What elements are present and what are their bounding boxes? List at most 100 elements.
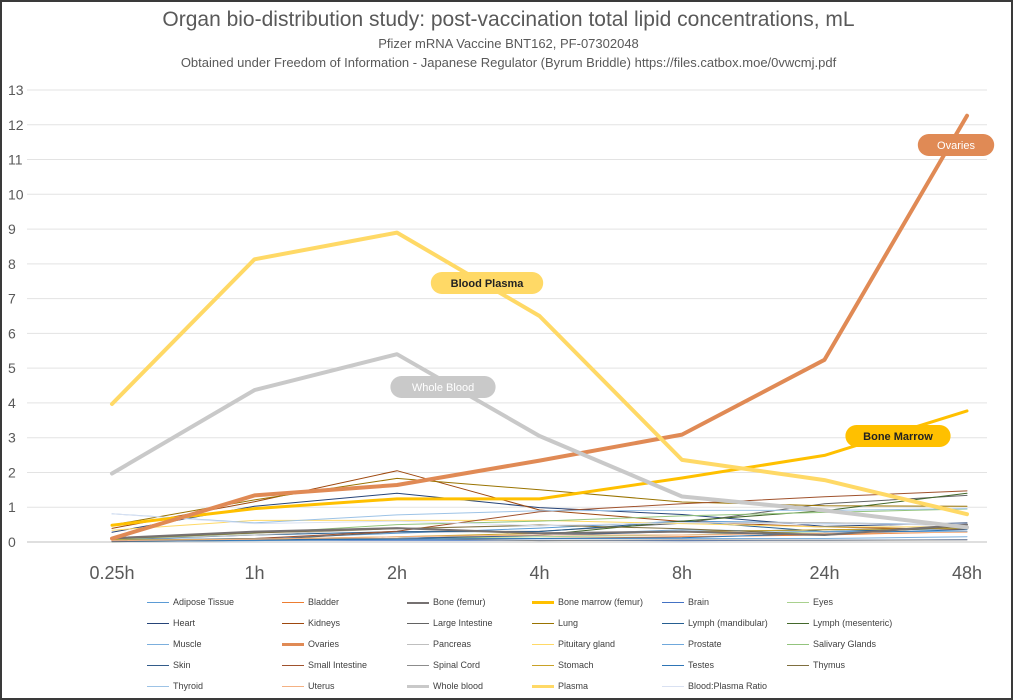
- legend-item: Plasma: [532, 681, 588, 691]
- annotation-bubble: [917, 134, 995, 156]
- legend-label: Large Intestine: [433, 618, 493, 628]
- legend-swatch: [532, 685, 554, 689]
- y-tick-label: 10: [8, 186, 24, 202]
- legend-item: Kidneys: [282, 618, 340, 628]
- legend-label: Salivary Glands: [813, 639, 877, 649]
- legend-item: Bladder: [282, 597, 339, 607]
- legend-swatch: [532, 601, 554, 605]
- legend-label: Prostate: [688, 639, 722, 649]
- legend-item: Muscle: [147, 639, 202, 649]
- y-tick-label: 8: [8, 256, 16, 272]
- legend-label: Muscle: [173, 639, 202, 649]
- legend-label: Blood:Plasma Ratio: [688, 681, 768, 691]
- legend-item: Uterus: [282, 681, 335, 691]
- legend-label: Bone (femur): [433, 597, 486, 607]
- legend-label: Bone marrow (femur): [558, 597, 644, 607]
- legend-item: Thyroid: [147, 681, 203, 691]
- annotation-bubble: [390, 376, 496, 398]
- annotation-label: Whole Blood: [412, 382, 474, 394]
- legend-swatch: [407, 685, 429, 689]
- legend-swatch: [787, 665, 809, 667]
- legend-swatch: [147, 602, 169, 604]
- series-line: [110, 113, 969, 541]
- y-tick-label: 5: [8, 360, 16, 376]
- legend-label: Lung: [558, 618, 579, 628]
- legend-swatch: [407, 644, 429, 646]
- chart-title: Organ bio-distribution study: post-vacci…: [162, 8, 855, 31]
- legend-label: Ovaries: [308, 639, 340, 649]
- legend-swatch: [662, 686, 684, 688]
- legend-swatch: [147, 665, 169, 667]
- legend-label: Testes: [688, 660, 715, 670]
- x-tick-label: 1h: [244, 563, 264, 583]
- legend-item: Stomach: [532, 660, 594, 670]
- y-tick-label: 11: [8, 152, 23, 168]
- x-tick-label: 48h: [952, 563, 982, 583]
- legend-swatch: [787, 644, 809, 646]
- legend-item: Adipose Tissue: [147, 597, 234, 607]
- legend-item: Eyes: [787, 597, 833, 607]
- legend-item: Salivary Glands: [787, 639, 876, 649]
- legend-item: Brain: [662, 597, 709, 607]
- y-tick-label: 2: [8, 464, 16, 480]
- legend-label: Skin: [173, 660, 191, 670]
- chart-subtitle: Pfizer mRNA Vaccine BNT162, PF-07302048: [378, 36, 639, 51]
- annotation-label: Bone Marrow: [863, 431, 933, 443]
- legend-swatch: [407, 665, 429, 667]
- y-tick-label: 0: [8, 534, 16, 550]
- legend-swatch: [787, 623, 809, 625]
- chart-source-line: Obtained under Freedom of Information - …: [180, 55, 837, 70]
- legend-item: Lung: [532, 618, 578, 628]
- y-tick-label: 9: [8, 221, 16, 237]
- legend-item: Small Intestine: [282, 660, 367, 670]
- y-tick-label: 3: [8, 430, 16, 446]
- legend-label: Small Intestine: [308, 660, 368, 670]
- legend-swatch: [662, 623, 684, 625]
- legend-swatch: [407, 601, 429, 604]
- legend-item: Bone marrow (femur): [532, 597, 643, 607]
- legend-item: Bone (femur): [407, 597, 486, 607]
- legend-item: Spinal Cord: [407, 660, 480, 670]
- legend-item: Large Intestine: [407, 618, 493, 628]
- series-line: [110, 230, 969, 517]
- x-tick-label: 4h: [529, 563, 549, 583]
- series-line: [111, 492, 968, 533]
- legend-item: Prostate: [662, 639, 722, 649]
- series-line: [111, 477, 968, 526]
- legend-swatch: [532, 623, 554, 625]
- y-tick-label: 7: [8, 291, 16, 307]
- legend-swatch: [282, 623, 304, 625]
- legend-label: Eyes: [813, 597, 834, 607]
- x-tick-label: 24h: [809, 563, 839, 583]
- legend-swatch: [532, 644, 554, 646]
- legend-label: Pituitary gland: [558, 639, 616, 649]
- x-tick-label: 8h: [672, 563, 692, 583]
- legend-swatch: [662, 665, 684, 667]
- legend-item: Pituitary gland: [532, 639, 615, 649]
- series-line: [110, 409, 969, 527]
- legend-item: Ovaries: [282, 639, 339, 649]
- legend-swatch: [147, 623, 169, 625]
- legend-item: Testes: [662, 660, 714, 670]
- legend-swatch: [282, 602, 304, 604]
- legend-item: Whole blood: [407, 681, 483, 691]
- legend-label: Pancreas: [433, 639, 472, 649]
- legend-label: Brain: [688, 597, 710, 607]
- legend-swatch: [147, 644, 169, 646]
- x-tick-label: 0.25h: [89, 563, 134, 583]
- series-line: [110, 352, 969, 530]
- legend-label: Plasma: [558, 681, 589, 691]
- annotation-bubble: [845, 425, 951, 447]
- annotation-label: Ovaries: [937, 140, 975, 152]
- annotation-label: Blood Plasma: [451, 278, 525, 290]
- series-line: [111, 538, 968, 542]
- legend-swatch: [532, 665, 554, 667]
- legend-swatch: [282, 686, 304, 688]
- legend-swatch: [662, 602, 684, 604]
- legend-item: Heart: [147, 618, 195, 628]
- legend-swatch: [282, 643, 304, 647]
- legend-swatch: [147, 686, 169, 688]
- series-line: [111, 519, 968, 531]
